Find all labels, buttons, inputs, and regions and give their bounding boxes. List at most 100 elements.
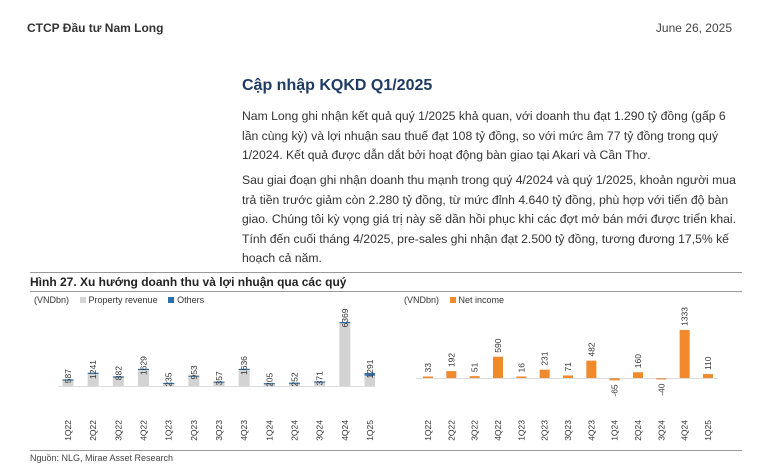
legend-label-net-income: Net income: [458, 295, 505, 305]
revenue-bar-others-1Q22: [62, 379, 74, 381]
revenue-bar-property-revenue-3Q23: [213, 382, 225, 386]
revenue-chart-svg: 587 1Q22 1241 2Q22 882 3Q22 1629 4Q22 235 1Q23 953…: [58, 308, 375, 441]
net-income-x-tick-4Q23: 4Q23: [586, 420, 596, 441]
revenue-unit-label: (VNDbn): [34, 295, 70, 305]
net-income-unit-label: (VNDbn): [404, 295, 440, 305]
net-income-value-label-3Q24: -40: [656, 383, 666, 396]
net-income-x-tick-4Q24: 4Q24: [680, 420, 690, 441]
revenue-bar-property-revenue-4Q24: [339, 323, 351, 386]
revenue-bar-property-revenue-4Q23: [238, 370, 250, 386]
net-income-x-tick-3Q22: 3Q22: [470, 420, 480, 441]
net-income-x-tick-1Q22: 1Q22: [423, 420, 433, 441]
net-income-x-tick-1Q25: 1Q25: [703, 420, 713, 441]
revenue-x-tick-1Q24: 1Q24: [264, 420, 274, 441]
revenue-x-tick-3Q23: 3Q23: [214, 420, 224, 441]
figure-title: Hình 27. Xu hướng doanh thu và lợi nhuận…: [30, 272, 742, 292]
revenue-bar-others-4Q23: [238, 368, 250, 371]
revenue-bar-others-1Q23: [163, 382, 175, 384]
revenue-bar-property-revenue-2Q24: [289, 383, 300, 386]
net-income-value-label-4Q22: 590: [493, 338, 503, 352]
revenue-bar-property-revenue-3Q22: [112, 377, 124, 386]
legend-label-property: Property revenue: [88, 295, 158, 305]
revenue-x-tick-2Q22: 2Q22: [88, 420, 98, 441]
net-income-value-label-3Q23: 71: [563, 362, 573, 372]
net-income-value-label-2Q22: 192: [446, 353, 456, 367]
net-income-value-label-1Q22: 33: [423, 363, 433, 373]
figure-source: Nguồn: NLG, Mirae Asset Research: [30, 450, 742, 463]
revenue-total-label-3Q23: 357: [214, 371, 224, 385]
revenue-bar-others-3Q23: [213, 381, 225, 383]
net-income-bar-4Q24: [679, 330, 690, 378]
net-income-bar-4Q22: [493, 356, 503, 378]
revenue-total-label-1Q23: 235: [164, 372, 174, 386]
paragraph-1: Nam Long ghi nhận kết quả quý 1/2025 khả…: [242, 109, 726, 162]
net-income-value-label-1Q23: 16: [516, 363, 526, 373]
net-income-bar-1Q22: [423, 376, 433, 378]
revenue-total-label-3Q24: 371: [315, 371, 325, 385]
net-income-bar-3Q23: [563, 375, 573, 378]
revenue-total-label-4Q23: 1636: [239, 356, 249, 375]
legend-label-others: Others: [177, 295, 205, 305]
net-income-bar-1Q23: [516, 376, 527, 378]
revenue-x-tick-3Q22: 3Q22: [113, 420, 123, 441]
revenue-total-label-1Q25: 1291: [365, 359, 375, 378]
revenue-x-tick-1Q23: 1Q23: [164, 420, 174, 441]
net-income-bar-2Q23: [539, 369, 550, 378]
revenue-bar-others-3Q24: [314, 381, 326, 383]
revenue-bar-others-4Q22: [138, 368, 149, 371]
net-income-value-label-2Q23: 231: [540, 351, 550, 365]
revenue-total-label-2Q22: 1241: [88, 360, 98, 379]
legend-swatch-net-income: [449, 297, 456, 303]
company-name: CTCP Đầu tư Nam Long: [27, 21, 164, 35]
revenue-x-tick-2Q23: 2Q23: [189, 420, 199, 441]
revenue-total-label-4Q22: 1629: [139, 356, 149, 375]
revenue-bar-property-revenue-1Q22: [62, 380, 74, 386]
revenue-bar-others-3Q22: [112, 376, 124, 378]
revenue-total-label-1Q22: 587: [63, 369, 73, 383]
net-income-chart-legend: (VNDbn) Net income: [404, 295, 504, 305]
net-income-x-tick-2Q23: 2Q23: [540, 420, 550, 441]
revenue-x-tick-1Q22: 1Q22: [63, 420, 73, 441]
revenue-bar-others-1Q24: [263, 383, 275, 385]
revenue-bar-property-revenue-1Q23: [163, 383, 175, 386]
revenue-total-label-3Q22: 882: [113, 366, 123, 380]
net-income-bar-1Q24: [609, 378, 620, 381]
revenue-x-tick-1Q25: 1Q25: [365, 420, 375, 441]
legend-swatch-property: [79, 297, 86, 303]
revenue-chart-legend: (VNDbn) Property revenue Others: [34, 295, 204, 305]
revenue-bar-property-revenue-2Q23: [188, 376, 200, 386]
paragraph-2: Sau giai đoạn ghi nhận doanh thu mạnh tr…: [242, 173, 737, 265]
revenue-total-label-2Q23: 953: [189, 365, 199, 379]
revenue-total-label-2Q24: 252: [290, 372, 300, 386]
revenue-bar-property-revenue-2Q22: [87, 373, 99, 386]
revenue-x-tick-2Q24: 2Q24: [290, 420, 300, 441]
net-income-bar-1Q25: [703, 374, 713, 378]
net-income-value-label-2Q24: 160: [633, 354, 643, 368]
net-income-x-tick-3Q23: 3Q23: [563, 420, 573, 441]
net-income-bar-4Q23: [586, 360, 597, 378]
net-income-value-label-1Q25: 110: [703, 356, 713, 370]
net-income-value-label-1Q24: -65: [610, 384, 620, 397]
net-income-x-tick-3Q24: 3Q24: [656, 420, 666, 441]
revenue-total-label-4Q24: 6369: [340, 308, 350, 327]
net-income-bar-3Q22: [469, 376, 480, 378]
revenue-bar-others-2Q23: [188, 375, 200, 377]
revenue-chart: (VNDbn) Property revenue Others 587 1Q22 1…: [30, 292, 375, 450]
net-income-x-tick-1Q24: 1Q24: [610, 420, 620, 441]
revenue-x-tick-4Q24: 4Q24: [340, 420, 350, 441]
revenue-bar-others-1Q25: [364, 373, 375, 376]
net-income-x-tick-1Q23: 1Q23: [516, 420, 526, 441]
report-date: June 26, 2025: [655, 21, 732, 35]
net-income-x-tick-4Q22: 4Q22: [493, 420, 503, 441]
revenue-bar-property-revenue-4Q22: [138, 370, 149, 386]
revenue-x-tick-3Q24: 3Q24: [315, 420, 325, 441]
revenue-bar-property-revenue-1Q25: [364, 375, 375, 386]
revenue-bar-property-revenue-3Q24: [314, 382, 326, 386]
revenue-bar-others-2Q24: [289, 382, 300, 384]
net-income-bar-2Q22: [446, 371, 457, 378]
section-title: Cập nhập KQKD Q1/2025: [242, 77, 433, 94]
revenue-bar-property-revenue-1Q24: [263, 384, 275, 386]
net-income-bar-2Q24: [633, 372, 643, 378]
revenue-total-label-1Q24: 205: [264, 373, 274, 387]
revenue-bar-others-2Q22: [87, 372, 99, 374]
